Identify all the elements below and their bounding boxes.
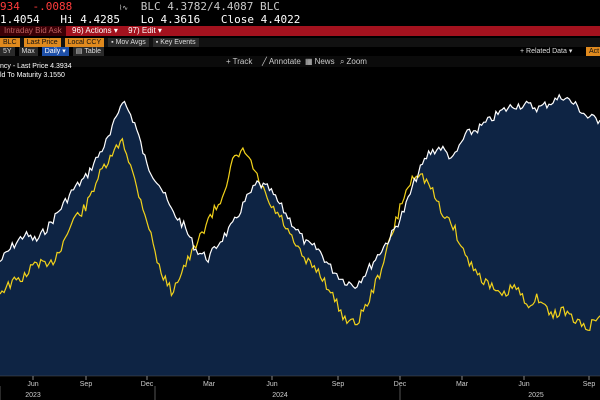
x-axis-ticks: Jun Sep Dec Mar Jun Sep Dec Mar Jun Sep 2023 2024 20… [0,376,595,400]
x-tick-label: Mar [203,381,216,388]
news-label: News [314,57,335,66]
x-tick-label: Jun [518,381,529,388]
mov-avgs-toggle[interactable]: ▪ Mov Avgs [108,38,149,47]
yield-line [0,137,600,332]
annotate-tool[interactable]: ╱ Annotate [262,56,301,67]
period-row: 5Y Max Daily ▾ ▤ Table + Related Data ▾ A… [0,47,600,56]
quote-header-row: 934 -.0088 ⌇∿ BLC 4.3782/4.4087 BLC [0,0,600,13]
x-year-label: 2024 [272,392,288,399]
chart-toolbar: + Track ╱ Annotate ▦ News ⌕ Zoom [0,56,600,67]
lo-value: 4.3616 [160,13,201,26]
mov-avgs-label: Mov Avgs [115,39,146,46]
x-tick-label: Dec [141,381,154,388]
close-value: 4.4022 [260,13,301,26]
hi-label: Hi [60,13,74,26]
x-tick-label: Jun [27,381,38,388]
period-max-button[interactable]: Max [18,47,38,56]
plus-icon: + [226,57,231,66]
field-pill[interactable]: Last Price [23,38,61,47]
price-line [0,93,600,290]
pencil-icon: ╱ [262,57,267,66]
zoom-icon: ⌕ [340,57,345,66]
bid-ask-quote: BLC 4.3782/4.4087 BLC [140,0,280,13]
x-tick-label: Sep [332,381,345,388]
lo-label: Lo [140,13,154,26]
news-icon: ▦ [305,57,313,66]
edit-menu[interactable]: 97) Edit ▾ [128,26,162,35]
x-year-label: 2025 [528,392,544,399]
net-change: -.0088 [32,0,73,13]
track-label: Track [232,57,253,66]
x-year-label: 2023 [25,392,41,399]
key-events-label: Key Events [160,39,196,46]
legend-ytm: ld To Maturity 3.1550 [0,72,65,79]
period-5y-button[interactable]: 5Y [0,47,15,56]
options-row: BLC Last Price Local CCY ▪ Mov Avgs ▪ Key … [0,38,600,47]
zoom-tool[interactable]: ⌕ Zoom [340,56,367,67]
x-tick-label: Mar [456,381,469,388]
zoom-label: Zoom [346,57,367,66]
ohlc-row: 1.4054 Hi 4.4285 Lo 4.3616 Close 4.4022 [0,14,600,26]
annotate-label: Annotate [268,57,301,66]
sparkline-icon: ⌇∿ [118,4,129,12]
table-label: Table [84,48,102,55]
price-area-fill [0,94,600,377]
close-label: Close [220,13,254,26]
track-tool[interactable]: + Track [226,56,252,67]
key-events-toggle[interactable]: ▪ Key Events [152,38,199,47]
chart-legend: ncy - Last Price 4.3934 ld To Maturity 3… [0,62,72,80]
table-icon: ▤ [75,48,83,55]
source-pill[interactable]: BLC [0,38,20,47]
x-tick-label: Dec [394,381,407,388]
act-data-button[interactable]: Act Da [586,47,600,56]
view-selector[interactable]: Intraday Bid Ask [0,26,66,36]
last-price: 934 [0,0,20,13]
legend-price: ncy - Last Price 4.3934 [0,63,72,70]
news-tool[interactable]: ▦ News [305,56,335,67]
checkbox-icon: ▪ [111,39,114,46]
frequency-dropdown[interactable]: Daily ▾ [41,47,69,56]
menu-bar: Intraday Bid Ask 96) Actions ▾ 97) Edit … [0,26,600,36]
checkbox-icon: ▪ [155,39,159,46]
related-data-menu[interactable]: + Related Data ▾ [520,48,573,55]
x-tick-label: Sep [80,381,93,388]
actions-menu[interactable]: 96) Actions ▾ [72,26,118,35]
open-price: 1.4054 [0,13,40,26]
x-tick-label: Jun [266,381,277,388]
currency-pill[interactable]: Local CCY [64,38,105,47]
table-button[interactable]: ▤ Table [72,47,105,56]
x-tick-label: Sep [583,381,596,388]
hi-value: 4.4285 [80,13,120,26]
